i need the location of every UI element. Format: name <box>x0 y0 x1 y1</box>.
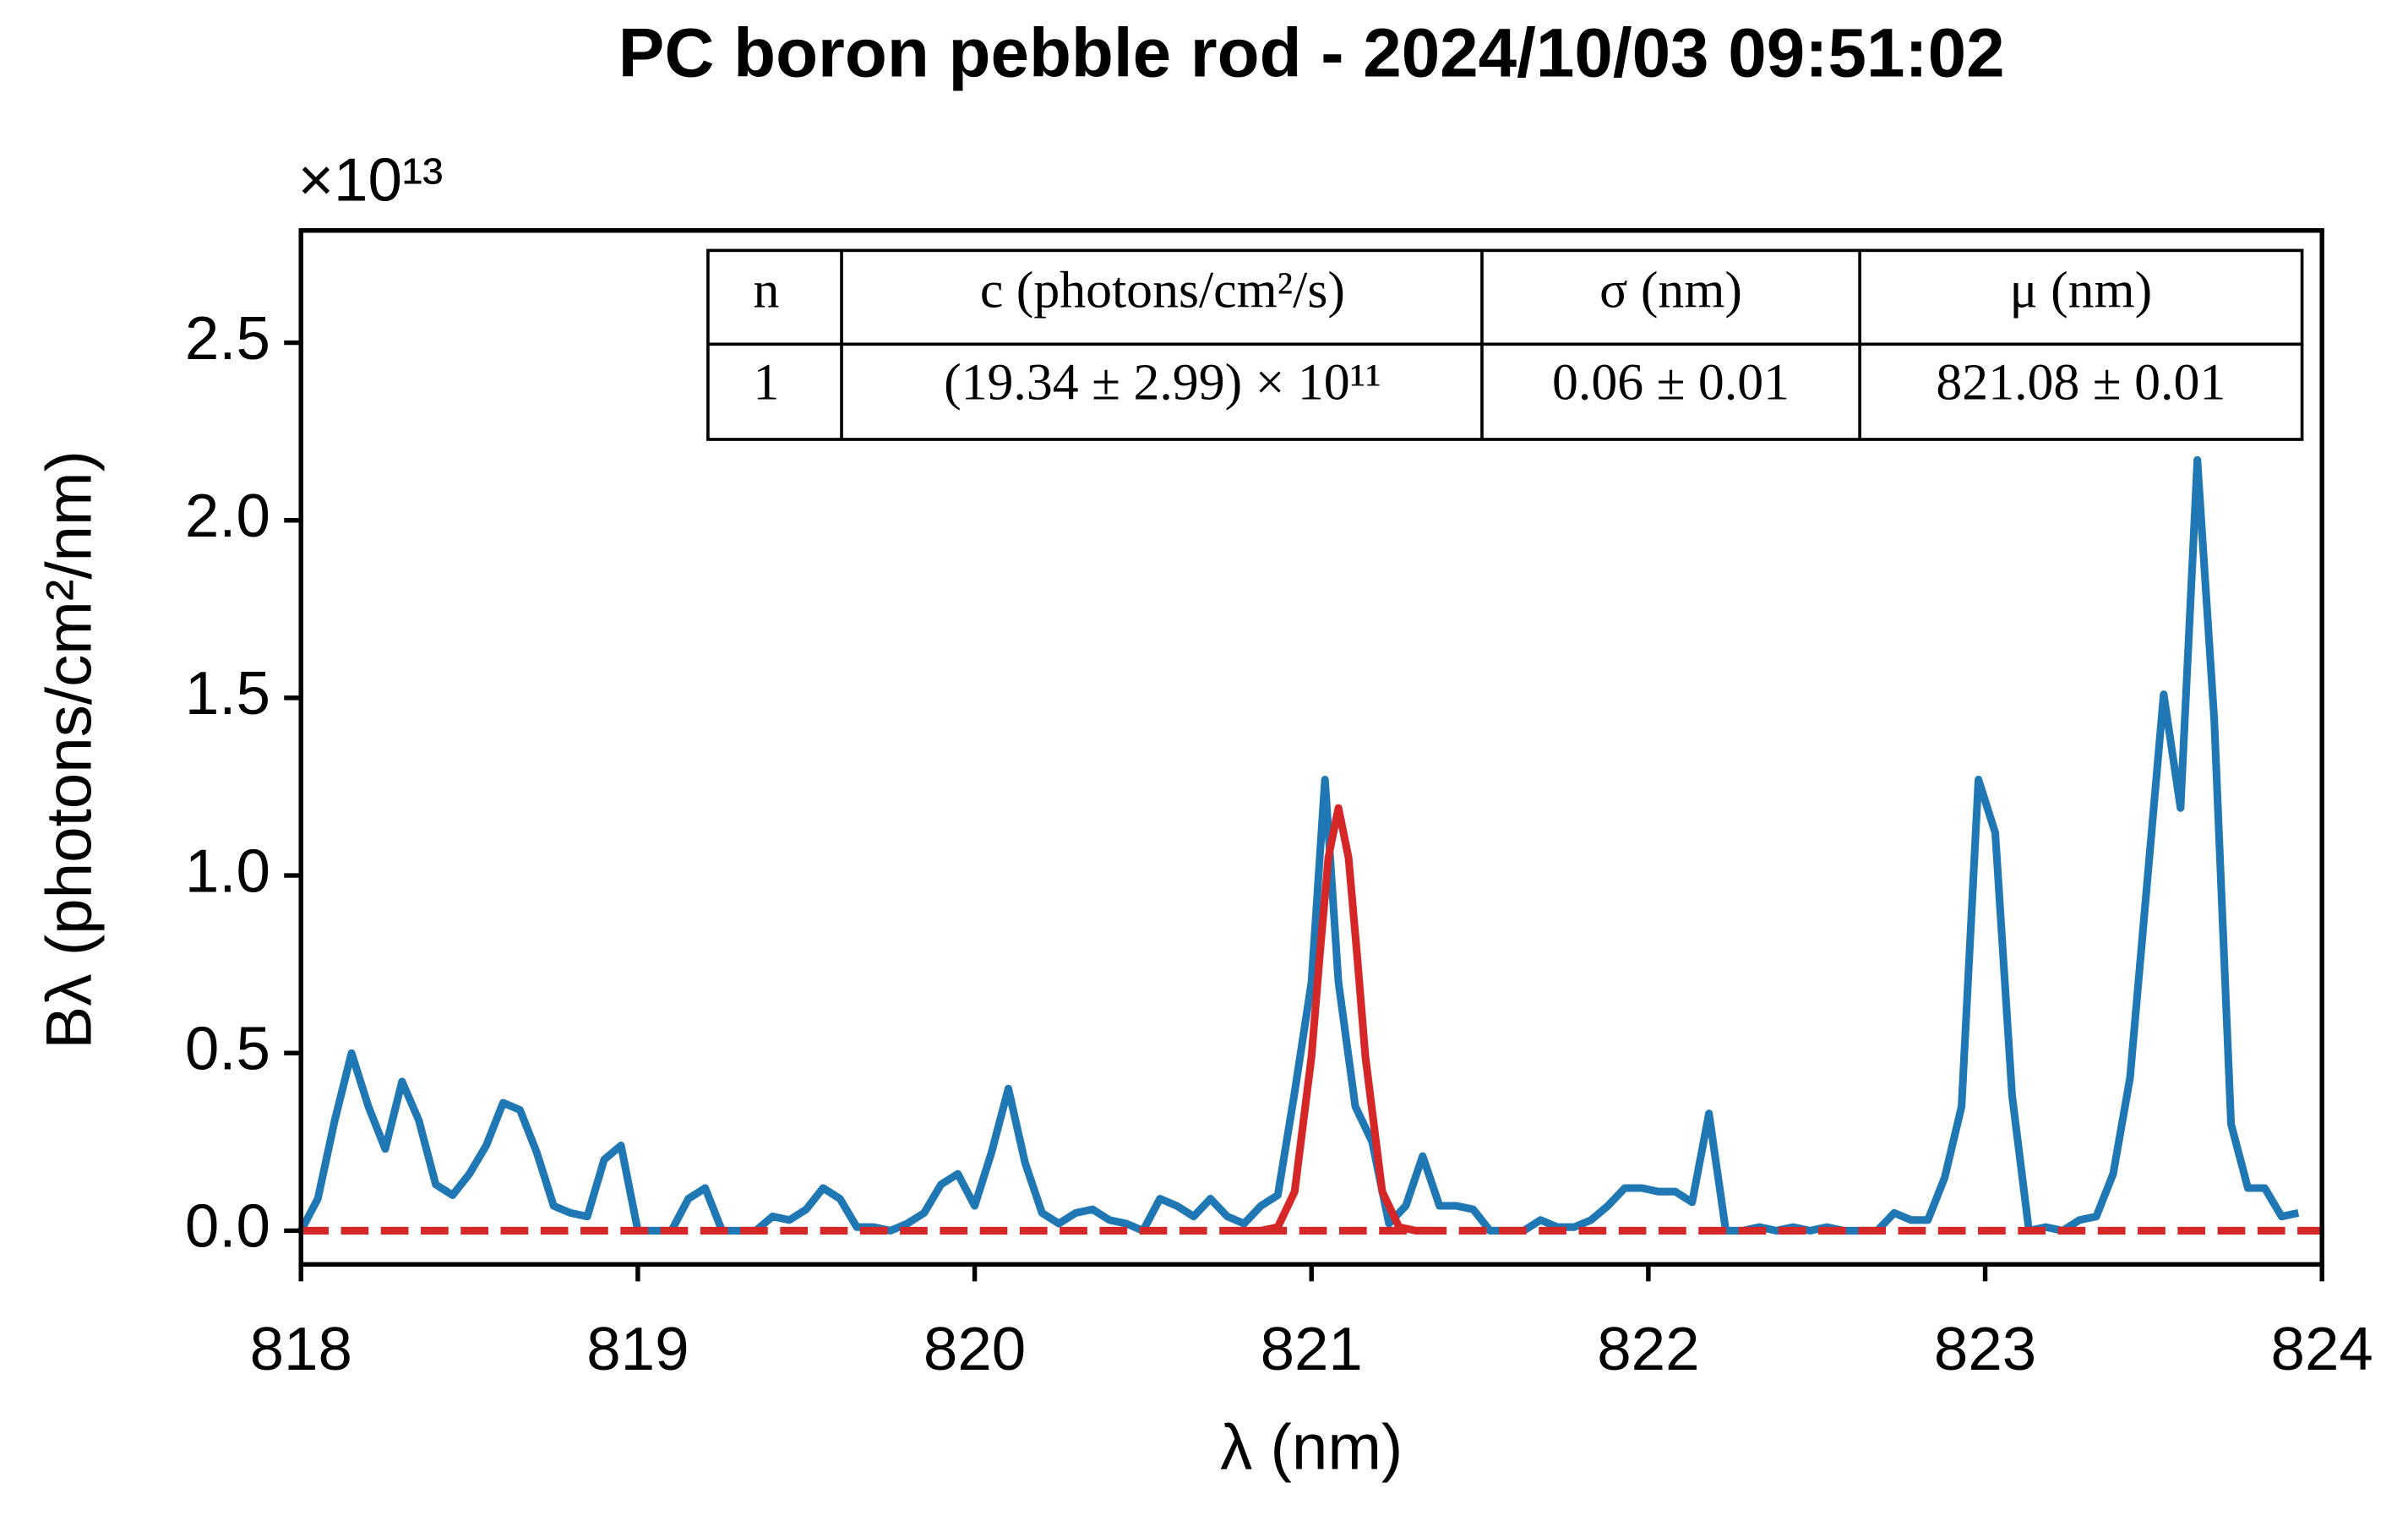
x-tick-label: 819 <box>586 1315 689 1383</box>
table-cell: (19.34 ± 2.99) × 10¹¹ <box>944 353 1381 411</box>
table-cell: 821.08 ± 0.01 <box>1936 353 2225 411</box>
y-tick-label: 2.0 <box>185 482 270 550</box>
x-tick-label: 824 <box>2271 1315 2373 1383</box>
table-header: μ (nm) <box>2010 261 2153 319</box>
y-tick-label: 1.5 <box>185 659 270 728</box>
table-header: c (photons/cm²/s) <box>980 261 1345 319</box>
x-tick-label: 820 <box>923 1315 1026 1383</box>
table-header: n <box>754 261 780 319</box>
y-tick-label: 0.5 <box>185 1014 270 1082</box>
table-cell: 0.06 ± 0.01 <box>1552 353 1790 411</box>
series-line <box>1244 804 1433 1235</box>
y-axis-label: Bλ (photons/cm²/nm) <box>33 450 105 1049</box>
y-tick-label: 0.0 <box>185 1192 270 1261</box>
stats-table: n c (photons/cm²/s) σ (nm) μ (nm) 1 (19.… <box>706 248 2304 441</box>
x-tick-label: 823 <box>1934 1315 2036 1383</box>
y-offset-label: ×10¹³ <box>298 145 444 214</box>
chart-title: PC boron pebble rod - 2024/10/03 09:51:0… <box>618 15 2005 92</box>
y-tick-label: 1.0 <box>185 837 270 905</box>
x-axis-label: λ (nm) <box>1220 1411 1403 1483</box>
x-tick-label: 818 <box>250 1315 352 1383</box>
plot-area <box>297 455 2323 1235</box>
x-tick-label: 822 <box>1597 1315 1699 1383</box>
y-tick-label: 2.5 <box>185 304 270 373</box>
series-line <box>297 455 2300 1235</box>
table-cell: 1 <box>754 353 780 411</box>
table-header: σ (nm) <box>1599 261 1742 319</box>
x-tick-label: 821 <box>1261 1315 1363 1383</box>
